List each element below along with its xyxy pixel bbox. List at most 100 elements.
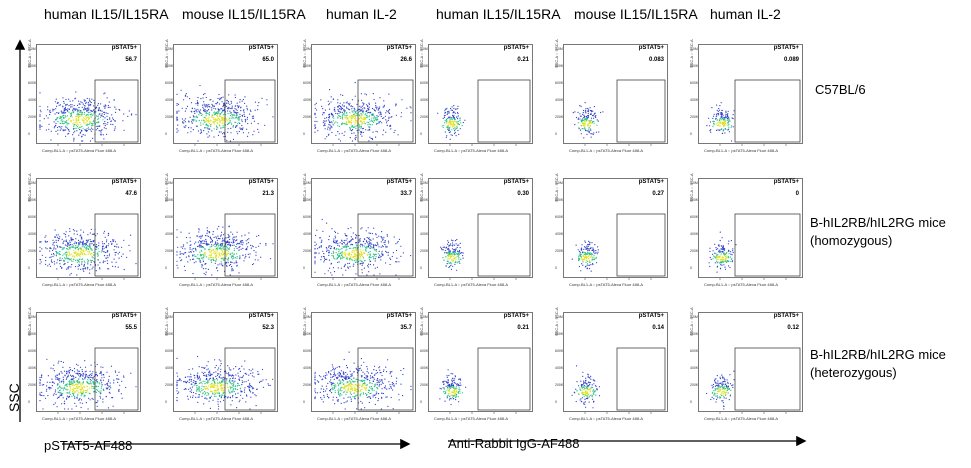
event-dot: [371, 121, 373, 123]
event-dot: [247, 253, 249, 255]
event-dot: [39, 92, 41, 94]
event-dot: [216, 228, 218, 230]
event-dot: [234, 117, 236, 119]
event-dot: [58, 253, 60, 255]
event-dot: [728, 257, 730, 259]
event-dot: [374, 260, 376, 262]
event-dot: [58, 125, 60, 128]
event-dot: [67, 268, 69, 270]
event-dot: [212, 377, 214, 379]
event-dot: [339, 117, 342, 119]
event-dot: [55, 122, 57, 124]
y-tick-label: 200K: [165, 115, 174, 119]
event-dot: [88, 116, 90, 118]
event-dot: [453, 260, 455, 262]
event-dot: [62, 242, 64, 244]
event-dot: [196, 389, 198, 391]
event-dot: [368, 140, 370, 142]
event-dot: [584, 123, 586, 125]
event-dot: [74, 397, 76, 399]
event-dot: [69, 254, 71, 256]
event-dot: [443, 246, 445, 248]
event-dot: [577, 122, 579, 124]
event-dot: [86, 391, 88, 393]
event-dot: [330, 263, 332, 265]
event-dot: [217, 264, 219, 266]
event-dot: [58, 360, 60, 362]
event-dot: [191, 119, 193, 121]
event-dot: [390, 258, 392, 261]
plot-y-title: SSC-A :: SSC-A: [419, 39, 424, 68]
event-dot: [447, 243, 449, 245]
event-dot: [204, 93, 206, 95]
event-dot: [348, 109, 351, 111]
event-dot: [448, 266, 450, 269]
event-dot: [106, 239, 108, 241]
event-dot: [66, 268, 68, 270]
event-dot: [717, 113, 719, 115]
event-dot: [383, 106, 385, 108]
event-dot: [350, 129, 353, 132]
event-dot: [228, 94, 230, 96]
event-dot: [316, 248, 319, 250]
event-dot: [235, 236, 237, 238]
event-dot: [82, 240, 84, 242]
event-dot: [79, 121, 81, 124]
event-dot: [597, 246, 599, 248]
event-dot: [61, 372, 63, 374]
event-dot: [592, 110, 594, 112]
event-dot: [348, 254, 350, 256]
event-dot: [211, 115, 213, 117]
event-dot: [454, 112, 456, 114]
event-dot: [345, 121, 348, 123]
event-dot: [196, 100, 198, 102]
event-dot: [87, 408, 89, 410]
event-dot: [360, 123, 362, 125]
event-dot: [362, 244, 364, 246]
event-dot: [70, 266, 72, 268]
event-dot: [93, 105, 95, 107]
event-dot: [72, 375, 74, 377]
event-dot: [447, 240, 449, 242]
y-tick-label: 0: [555, 132, 557, 136]
y-tick-label: 600K: [28, 81, 37, 85]
event-dot: [197, 372, 199, 374]
event-dot: [239, 113, 241, 115]
event-dot: [206, 243, 208, 245]
event-dot: [589, 125, 591, 127]
event-dot: [240, 110, 242, 112]
event-dot: [56, 268, 58, 270]
event-dot: [448, 116, 450, 118]
event-dot: [73, 367, 76, 370]
y-tick-label: 400K: [28, 366, 37, 370]
event-dot: [235, 246, 237, 248]
event-dot: [103, 247, 105, 249]
event-dot: [339, 252, 341, 254]
event-dot: [225, 242, 228, 244]
event-dot: [451, 263, 453, 265]
event-dot: [370, 124, 372, 126]
event-dot: [370, 239, 372, 241]
event-dot: [454, 240, 457, 242]
y-tick-label: 800K: [420, 64, 429, 68]
event-dot: [107, 104, 109, 107]
event-dot: [79, 113, 81, 116]
event-dot: [339, 111, 341, 113]
event-dot: [61, 393, 63, 395]
event-dot: [229, 274, 231, 276]
event-dot: [229, 110, 231, 112]
event-dot: [458, 258, 460, 260]
event-dot: [111, 397, 113, 399]
event-dot: [368, 103, 370, 105]
event-dot: [120, 255, 123, 257]
event-dot: [190, 127, 192, 129]
plot-y-title: SSC-A :: SSC-A: [554, 39, 559, 68]
event-dot: [72, 379, 74, 381]
gate-rectangle: [224, 213, 276, 277]
event-dot: [87, 253, 89, 255]
event-dot: [209, 370, 211, 372]
event-dot: [360, 254, 363, 257]
event-dot: [92, 109, 94, 111]
event-dot: [46, 241, 48, 243]
